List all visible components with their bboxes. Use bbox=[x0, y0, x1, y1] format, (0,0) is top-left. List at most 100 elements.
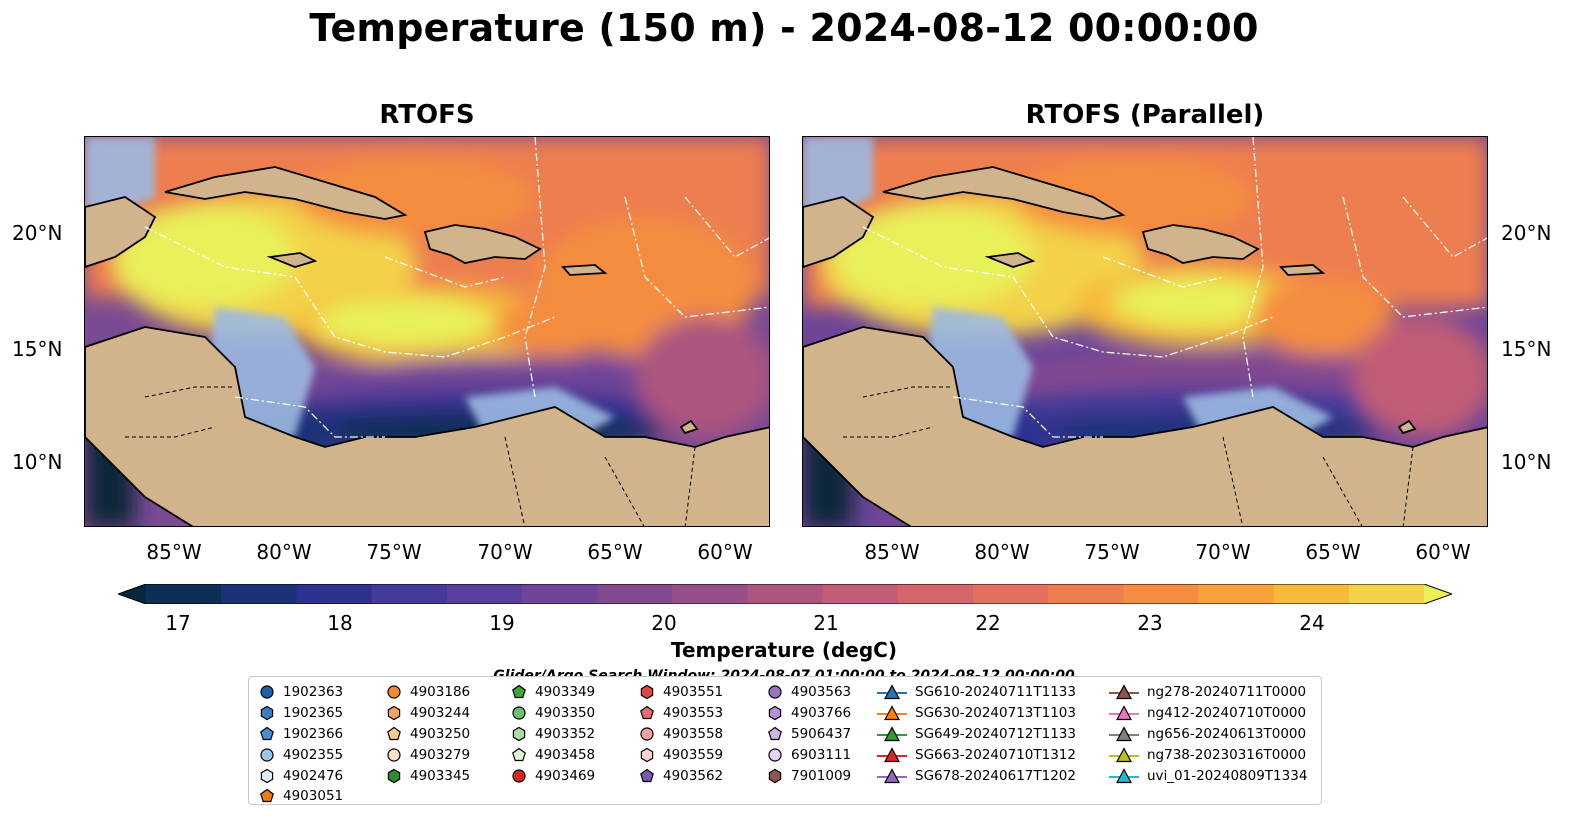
legend-column: 4903551 4903553 4903558 4903559 4903562 bbox=[639, 682, 723, 786]
legend-entry: 4903352 bbox=[511, 724, 595, 745]
legend-label: 5906437 bbox=[791, 725, 852, 742]
legend-label: ng738-20230316T0000 bbox=[1147, 746, 1307, 763]
legend-label: 4903458 bbox=[535, 746, 596, 763]
colorbar-segment bbox=[1273, 584, 1350, 604]
colorbar-segment bbox=[1198, 584, 1275, 604]
triangle-marker-icon bbox=[877, 767, 907, 783]
circle-marker-icon bbox=[260, 748, 274, 762]
colorbar-tick: 22 bbox=[975, 611, 1001, 635]
landmasses bbox=[85, 166, 769, 526]
x-tick-label: 75°W bbox=[366, 540, 422, 564]
legend-label: ng278-20240711T0000 bbox=[1147, 684, 1307, 701]
hexagon-marker-icon bbox=[260, 768, 274, 783]
triangle-marker-icon bbox=[877, 726, 907, 742]
legend-entry: 4903551 bbox=[639, 682, 723, 703]
legend-label: 1902366 bbox=[283, 725, 344, 742]
legend-label: 4903563 bbox=[791, 684, 852, 701]
legend-entry: 4902355 bbox=[259, 744, 343, 765]
legend-entry: 4903250 bbox=[386, 724, 470, 745]
eez-lines bbox=[862, 137, 1487, 438]
colorbar-segment bbox=[822, 584, 899, 604]
colorbar-tick: 19 bbox=[489, 611, 515, 635]
legend-label: 1902363 bbox=[283, 684, 344, 701]
country-borders bbox=[843, 386, 1414, 526]
legend-column: 1902363 1902365 1902366 4902355 4902476 49030… bbox=[259, 682, 343, 807]
map-panel-rtofs bbox=[84, 136, 770, 527]
legend-label: 4903244 bbox=[410, 705, 471, 722]
legend-entry: 7901009 bbox=[767, 765, 851, 786]
colorbar-tick: 17 bbox=[165, 611, 191, 635]
x-tick-label: 60°W bbox=[697, 540, 753, 564]
colorbar-segment bbox=[1048, 584, 1124, 604]
map-rtofs bbox=[85, 137, 769, 526]
y-tick-label: 10°N bbox=[12, 450, 63, 474]
legend-label: 4903469 bbox=[535, 767, 596, 784]
circle-marker-icon bbox=[260, 685, 274, 699]
legend: 1902363 1902365 1902366 4902355 4902476 49030… bbox=[248, 676, 1322, 805]
hexagon-marker-icon bbox=[768, 705, 782, 721]
legend-label: 4903186 bbox=[410, 684, 471, 701]
pentagon-marker-icon bbox=[640, 705, 654, 720]
y-tick-label: 10°N bbox=[1501, 450, 1552, 474]
legend-entry: 4902476 bbox=[259, 765, 343, 786]
legend-entry: 4903350 bbox=[511, 703, 595, 724]
legend-column: SG610-20240711T1133 SG630-20240713T1103 SG… bbox=[877, 682, 1076, 786]
colorbar-segment bbox=[672, 584, 748, 604]
x-tick-label: 80°W bbox=[974, 540, 1030, 564]
legend-label: 4903051 bbox=[283, 788, 344, 805]
hexagon-marker-icon bbox=[387, 768, 401, 783]
legend-entry: 4903345 bbox=[386, 765, 470, 786]
triangle-marker-icon bbox=[1109, 726, 1139, 742]
legend-entry: 4903558 bbox=[639, 724, 723, 745]
x-tick-label: 70°W bbox=[477, 540, 533, 564]
legend-label: uvi_01-20240809T1334 bbox=[1147, 767, 1308, 784]
colorbar-tick: 21 bbox=[813, 611, 839, 635]
map-rtofs-parallel bbox=[803, 137, 1487, 526]
legend-entry: 4903349 bbox=[511, 682, 595, 703]
temperature-colorbar bbox=[118, 584, 1452, 604]
colorbar-segment bbox=[597, 584, 673, 604]
panel-title-rtofs: RTOFS bbox=[379, 100, 475, 130]
legend-entry: SG663-20240710T1312 bbox=[877, 744, 1076, 765]
legend-label: 4903562 bbox=[663, 767, 724, 784]
colorbar-extend-min bbox=[118, 584, 146, 604]
legend-entry: uvi_01-20240809T1334 bbox=[1109, 765, 1307, 786]
legend-entry: 4903469 bbox=[511, 765, 595, 786]
legend-label: SG649-20240712T1133 bbox=[915, 725, 1076, 742]
y-tick-label: 20°N bbox=[1501, 221, 1552, 245]
circle-marker-icon bbox=[640, 727, 654, 741]
legend-label: 1902365 bbox=[283, 705, 344, 722]
colorbar-segment bbox=[747, 584, 824, 604]
triangle-marker-icon bbox=[877, 705, 907, 721]
x-tick-label: 70°W bbox=[1195, 540, 1251, 564]
figure-title: Temperature (150 m) - 2024-08-12 00:00:0… bbox=[309, 6, 1259, 50]
legend-entry: 4903186 bbox=[386, 682, 470, 703]
triangle-marker-icon bbox=[877, 747, 907, 762]
x-tick-label: 85°W bbox=[864, 540, 920, 564]
legend-entry: 4903244 bbox=[386, 703, 470, 724]
map-panel-rtofs-parallel bbox=[802, 136, 1488, 527]
triangle-marker-icon bbox=[877, 684, 907, 700]
pentagon-marker-icon bbox=[512, 747, 526, 761]
x-tick-label: 65°W bbox=[587, 540, 643, 564]
colorbar-segment bbox=[521, 584, 598, 604]
colorbar-segment bbox=[1123, 584, 1199, 604]
legend-entry: SG678-20240617T1202 bbox=[877, 765, 1076, 786]
legend-label: SG678-20240617T1202 bbox=[915, 767, 1076, 784]
legend-label: 4903558 bbox=[663, 725, 724, 742]
triangle-marker-icon bbox=[1109, 767, 1139, 783]
triangle-marker-icon bbox=[1109, 684, 1139, 700]
pentagon-marker-icon bbox=[260, 726, 274, 741]
x-tick-label: 65°W bbox=[1305, 540, 1361, 564]
legend-label: SG630-20240713T1103 bbox=[915, 705, 1076, 722]
x-tick-label: 80°W bbox=[256, 540, 312, 564]
colorbar-segment bbox=[1348, 584, 1425, 604]
legend-entry: 4903559 bbox=[639, 744, 723, 765]
circle-marker-icon bbox=[768, 685, 782, 699]
legend-column: 4903563 4903766 5906437 6903111 7901009 bbox=[767, 682, 851, 786]
colorbar-segment bbox=[296, 584, 373, 604]
landmasses bbox=[803, 166, 1487, 526]
legend-label: 4903350 bbox=[535, 705, 596, 722]
legend-entry: ng412-20240710T0000 bbox=[1109, 703, 1307, 724]
legend-label: 4903559 bbox=[663, 746, 724, 763]
